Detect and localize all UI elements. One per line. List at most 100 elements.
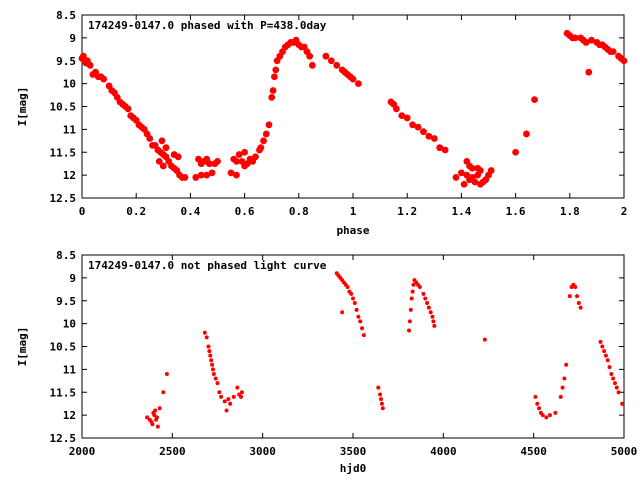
data-point — [206, 344, 211, 349]
data-point — [333, 61, 341, 69]
data-point — [355, 80, 362, 88]
data-point — [124, 105, 132, 113]
x-axis-label: hjd0 — [340, 462, 367, 475]
data-point — [487, 167, 495, 174]
data-point — [537, 406, 542, 411]
data-point — [157, 406, 162, 411]
data-point — [340, 310, 345, 315]
data-point — [308, 61, 316, 69]
axis-ticks: 0 0.2 0.4 0.6 0.8 1 1.2 1.4 1.6 1.8 2 8.5 9 9.5 10 10.5… — [50, 9, 628, 218]
data-point — [252, 153, 259, 161]
data-point — [452, 174, 460, 181]
data-point — [482, 337, 487, 342]
x-tick-label: 0.6 — [235, 205, 255, 218]
data-point — [154, 415, 159, 420]
data-point — [241, 148, 249, 156]
data-point — [356, 314, 361, 319]
data-point — [436, 144, 444, 152]
y-tick-label: 11.5 — [50, 386, 77, 399]
data-point — [265, 121, 273, 129]
data-point — [379, 401, 384, 406]
data-point — [239, 390, 244, 395]
data-point — [441, 146, 449, 154]
data-point — [158, 137, 166, 145]
data-point — [567, 294, 572, 299]
data-point — [100, 75, 108, 83]
data-point — [155, 424, 160, 429]
data-point — [609, 371, 614, 376]
data-point — [322, 52, 330, 60]
x-tick-label: 4000 — [430, 445, 457, 458]
data-point — [512, 148, 519, 156]
data-point — [423, 296, 428, 301]
data-point — [161, 390, 166, 395]
y-tick-label: 9.5 — [56, 55, 76, 68]
data-point — [269, 87, 277, 94]
y-tick-label: 8.5 — [56, 9, 76, 22]
data-point — [575, 294, 580, 299]
data-point — [208, 169, 216, 177]
unphased-light-curve-plot: 174249-0147.0 not phased light curve hjd… — [16, 249, 637, 475]
data-point — [207, 349, 212, 354]
data-point — [531, 96, 538, 104]
x-tick-label: 1.2 — [397, 205, 417, 218]
data-point — [585, 68, 593, 76]
data-point — [235, 385, 240, 390]
data-point — [209, 358, 214, 363]
data-point — [222, 399, 227, 404]
data-point — [430, 135, 438, 142]
data-point — [523, 130, 530, 138]
data-point — [203, 171, 211, 179]
data-point — [217, 390, 222, 395]
data-point — [558, 394, 563, 399]
data-point — [262, 130, 270, 138]
data-point — [614, 385, 619, 390]
data-point — [152, 413, 157, 418]
data-point — [620, 57, 628, 65]
data-point — [620, 401, 625, 406]
data-point — [202, 330, 207, 335]
y-tick-label: 10.5 — [50, 101, 77, 114]
data-point — [345, 285, 350, 290]
data-point — [210, 367, 215, 372]
data-point — [407, 328, 412, 333]
data-point — [398, 112, 406, 120]
data-point — [379, 397, 384, 402]
x-tick-label: 0 — [79, 205, 86, 218]
data-point — [197, 171, 205, 179]
data-point — [358, 319, 363, 324]
data-point — [600, 344, 605, 349]
data-point — [306, 52, 314, 60]
data-point — [233, 158, 240, 165]
data-point — [533, 394, 538, 399]
data-point — [598, 339, 603, 344]
x-axis-label: phase — [336, 224, 369, 237]
data-points — [78, 29, 628, 188]
data-point — [428, 310, 433, 315]
data-point — [210, 362, 215, 367]
data-point — [425, 132, 433, 140]
data-point — [458, 169, 465, 177]
data-point — [268, 93, 276, 101]
data-point — [414, 123, 422, 131]
data-point — [616, 390, 621, 395]
data-point — [214, 158, 221, 165]
y-tick-label: 11 — [63, 363, 77, 376]
data-point — [392, 105, 400, 113]
data-point — [576, 301, 581, 306]
x-tick-label: 0.4 — [180, 205, 200, 218]
y-tick-label: 12.5 — [50, 432, 77, 445]
data-point — [260, 137, 267, 145]
data-point — [602, 349, 607, 354]
data-point — [227, 169, 235, 177]
data-point — [564, 362, 569, 367]
x-tick-label: 1.6 — [506, 205, 526, 218]
data-point — [146, 135, 154, 142]
y-tick-label: 11.5 — [50, 146, 77, 159]
data-point — [611, 376, 616, 381]
data-point — [547, 413, 552, 418]
data-point — [420, 128, 427, 136]
data-point — [430, 314, 435, 319]
data-point — [553, 410, 558, 415]
